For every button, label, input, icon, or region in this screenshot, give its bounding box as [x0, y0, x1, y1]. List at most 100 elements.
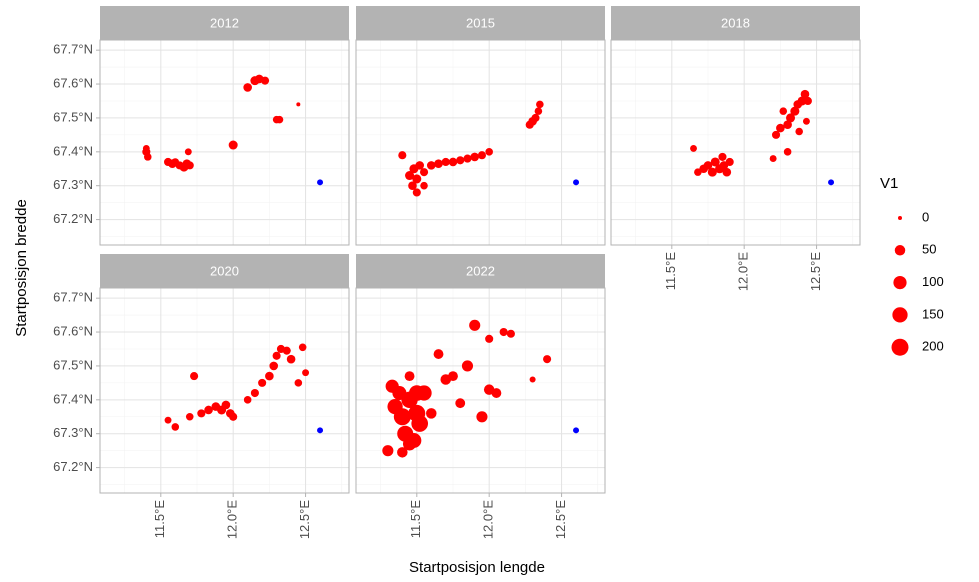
point — [412, 188, 421, 197]
legend-label: 0 — [922, 209, 929, 224]
strip — [356, 6, 605, 40]
strip-title: 2015 — [466, 15, 495, 30]
point — [184, 148, 192, 156]
x-tick-label: 12.0°E — [736, 252, 751, 292]
legend-key — [893, 276, 907, 290]
point — [690, 144, 697, 152]
panel-border — [355, 39, 606, 246]
point — [710, 157, 720, 167]
point — [269, 361, 279, 371]
point — [470, 152, 480, 162]
point — [491, 388, 502, 398]
point — [461, 360, 474, 372]
panel-border — [355, 287, 606, 494]
point — [286, 354, 296, 364]
point — [783, 148, 792, 156]
y-tick-label: 67.4°N — [53, 391, 93, 406]
point — [769, 155, 777, 163]
point — [795, 127, 803, 136]
point — [402, 437, 417, 451]
point — [265, 371, 274, 381]
legend-label: 50 — [922, 242, 936, 257]
point — [229, 412, 238, 421]
point — [485, 148, 493, 156]
x-tick-label: 12.5°E — [808, 252, 823, 292]
reference-point — [573, 427, 580, 434]
x-tick-label: 12.5°E — [297, 500, 312, 540]
point — [298, 343, 307, 352]
x-tick-label: 11.5°E — [408, 500, 423, 539]
point — [250, 388, 259, 398]
point — [190, 372, 199, 381]
point — [272, 351, 281, 360]
panel — [100, 40, 349, 245]
y-tick-label: 67.6°N — [53, 323, 93, 338]
point — [426, 161, 436, 170]
point — [204, 405, 213, 415]
point — [415, 161, 424, 170]
strip-title: 2022 — [466, 263, 495, 278]
point — [455, 398, 466, 409]
panel-border — [99, 287, 350, 494]
x-tick-label: 11.5°E — [663, 252, 678, 291]
point — [803, 96, 812, 106]
point — [477, 151, 487, 160]
strip-title: 2020 — [210, 263, 239, 278]
strip — [611, 6, 860, 40]
point — [408, 385, 425, 401]
y-axis-title: Startposisjon bredde — [13, 199, 30, 337]
point — [779, 107, 788, 115]
point — [718, 152, 727, 161]
point — [529, 376, 536, 383]
point — [294, 379, 303, 387]
strip — [100, 6, 349, 40]
reference-point — [828, 179, 835, 186]
point — [441, 157, 450, 167]
point — [785, 113, 796, 123]
point — [221, 400, 231, 410]
panel-border — [99, 39, 350, 246]
point — [776, 123, 785, 133]
point — [296, 102, 301, 107]
point — [143, 153, 152, 161]
point — [725, 157, 734, 167]
point — [783, 120, 792, 130]
point — [771, 130, 781, 139]
legend-key — [891, 338, 909, 356]
point — [506, 329, 515, 338]
panel — [100, 288, 349, 493]
point — [397, 447, 408, 458]
point — [243, 83, 252, 92]
reference-point — [317, 427, 324, 434]
point — [185, 161, 194, 170]
point — [707, 167, 717, 177]
point — [434, 159, 443, 168]
point — [463, 154, 472, 163]
x-tick-label: 12.5°E — [553, 500, 568, 540]
point — [302, 369, 310, 377]
point — [382, 445, 394, 457]
y-tick-label: 67.7°N — [53, 42, 93, 57]
point — [385, 379, 399, 393]
reference-point — [317, 179, 324, 186]
y-tick-label: 67.2°N — [53, 459, 93, 474]
point — [275, 115, 284, 124]
point — [534, 107, 543, 115]
legend-label: 100 — [922, 274, 944, 289]
strip — [356, 254, 605, 288]
point — [790, 106, 800, 116]
strip-title: 2012 — [210, 15, 239, 30]
legend-label: 150 — [922, 306, 944, 321]
point — [476, 411, 488, 423]
point — [404, 371, 415, 382]
point — [800, 89, 810, 99]
x-tick-label: 12.0°E — [225, 500, 240, 540]
point — [258, 378, 267, 387]
point — [419, 168, 429, 177]
y-tick-label: 67.7°N — [53, 290, 93, 305]
point — [426, 408, 437, 419]
y-tick-label: 67.3°N — [53, 425, 93, 440]
point — [171, 423, 180, 431]
point — [412, 174, 422, 184]
